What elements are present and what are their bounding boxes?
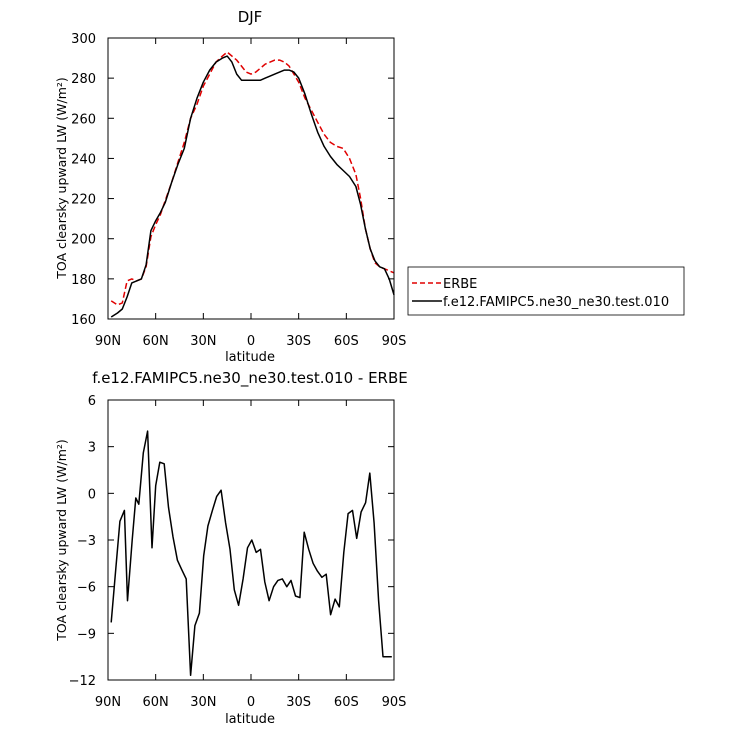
bottom-series-line-0 bbox=[110, 430, 392, 677]
bottom-x-tick-label: 60S bbox=[334, 695, 359, 710]
top-y-tick-label: 200 bbox=[71, 233, 96, 248]
top-y-tick-label: 240 bbox=[71, 152, 96, 167]
top-y-tick-label: 300 bbox=[71, 32, 96, 47]
top-x-tick-label: 90N bbox=[95, 334, 121, 349]
top-panel: DJF TOA clearsky upward LW (W/m²) latitu… bbox=[54, 8, 685, 365]
top-legend: ERBE f.e12.FAMIPC5.ne30_ne30.test.010 bbox=[407, 266, 685, 316]
top-x-tick-label: 90S bbox=[382, 334, 407, 349]
bottom-x-tick-label: 90S bbox=[382, 695, 407, 710]
top-y-tick-label: 260 bbox=[71, 112, 96, 127]
bottom-chart-title: f.e12.FAMIPC5.ne30_ne30.test.010 - ERBE bbox=[92, 369, 407, 388]
top-series-line-0 bbox=[110, 51, 395, 306]
bottom-x-tick-label: 30S bbox=[286, 695, 311, 710]
bottom-y-tick-label: −12 bbox=[69, 674, 96, 689]
top-x-axis-label: latitude bbox=[225, 350, 275, 365]
top-y-tick-label: 280 bbox=[71, 72, 96, 87]
bottom-y-axis-label: TOA clearsky upward LW (W/m²) bbox=[54, 439, 69, 642]
bottom-y-tick-label: −6 bbox=[77, 581, 96, 596]
top-x-tick-label: 30N bbox=[190, 334, 216, 349]
bottom-y-tick-label: 6 bbox=[88, 394, 96, 409]
top-plot-frame bbox=[107, 37, 395, 320]
bottom-y-tick-label: 3 bbox=[88, 441, 96, 456]
bottom-y-tick-label: 0 bbox=[88, 487, 96, 502]
top-x-tick-label: 30S bbox=[286, 334, 311, 349]
top-y-axis-label: TOA clearsky upward LW (W/m²) bbox=[54, 77, 69, 280]
top-y-tick-label: 220 bbox=[71, 193, 96, 208]
legend-label-model: f.e12.FAMIPC5.ne30_ne30.test.010 bbox=[443, 295, 669, 310]
bottom-x-tick-label: 90N bbox=[95, 695, 121, 710]
top-y-tick-label: 160 bbox=[71, 313, 96, 328]
bottom-plot-frame bbox=[107, 399, 395, 681]
bottom-x-axis-label: latitude bbox=[225, 712, 275, 727]
top-y-tick-label: 180 bbox=[71, 273, 96, 288]
legend-label-erbe: ERBE bbox=[443, 277, 477, 292]
top-series-line-1 bbox=[110, 55, 395, 318]
top-x-tick-label: 60N bbox=[143, 334, 169, 349]
bottom-x-tick-label: 0 bbox=[247, 695, 255, 710]
bottom-y-tick-label: −9 bbox=[77, 627, 96, 642]
top-chart-title: DJF bbox=[238, 8, 263, 26]
bottom-panel: f.e12.FAMIPC5.ne30_ne30.test.010 - ERBE … bbox=[54, 369, 408, 727]
bottom-x-tick-label: 60N bbox=[143, 695, 169, 710]
bottom-x-tick-label: 30N bbox=[190, 695, 216, 710]
bottom-y-tick-label: −3 bbox=[77, 534, 96, 549]
top-x-tick-label: 0 bbox=[247, 334, 255, 349]
top-x-tick-label: 60S bbox=[334, 334, 359, 349]
legend-box bbox=[407, 266, 685, 316]
